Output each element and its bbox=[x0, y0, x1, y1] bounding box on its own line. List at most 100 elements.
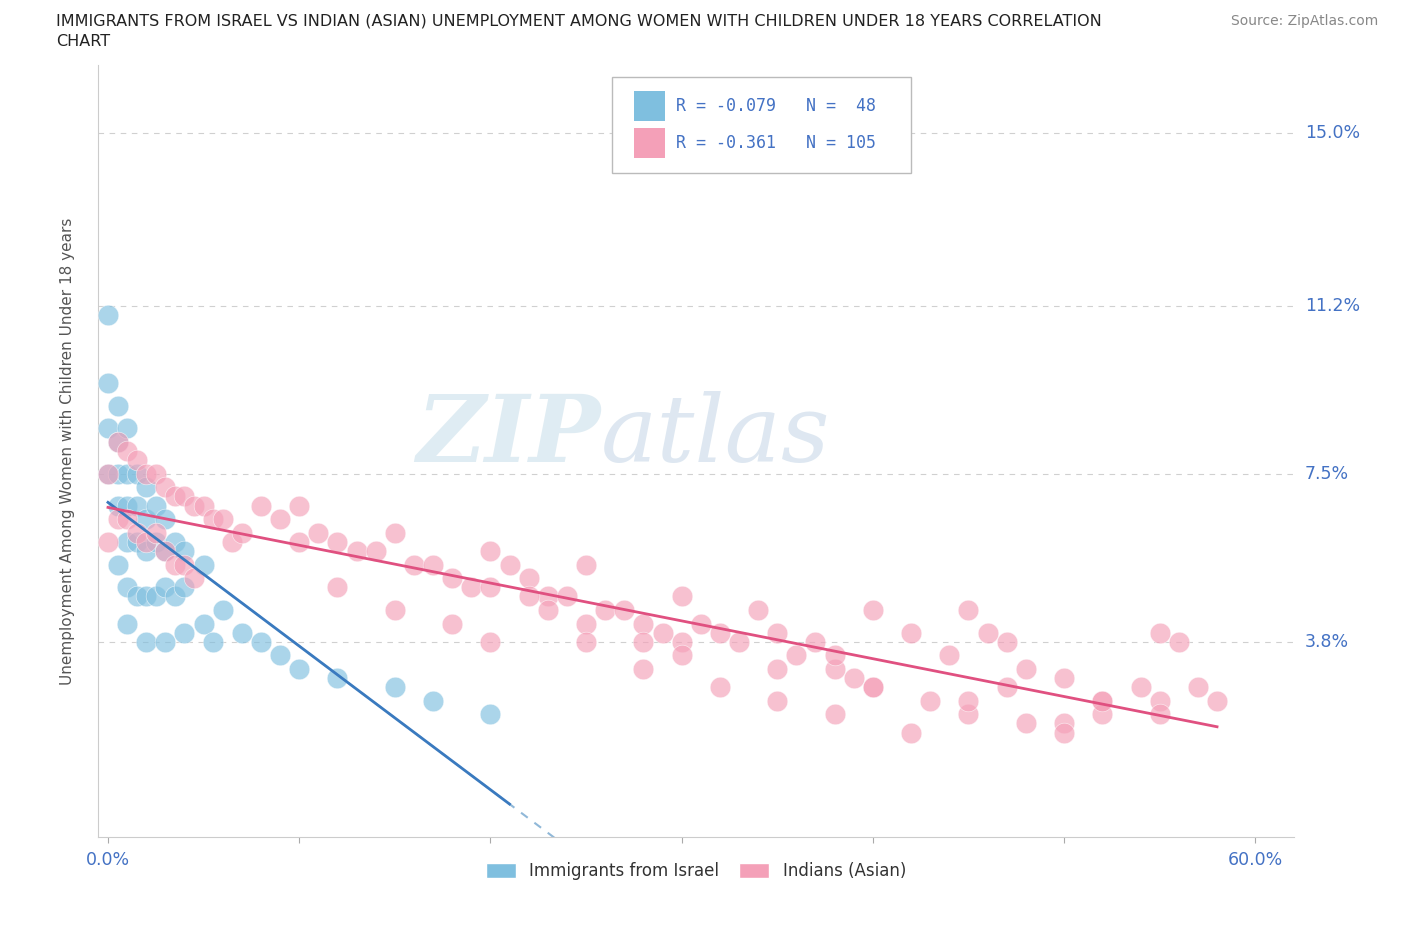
Point bbox=[766, 694, 789, 709]
Point bbox=[145, 466, 167, 481]
Point bbox=[269, 648, 291, 663]
Point bbox=[250, 634, 273, 649]
Point bbox=[709, 680, 731, 695]
Point bbox=[155, 543, 177, 558]
Point bbox=[651, 625, 673, 640]
Point bbox=[842, 671, 865, 685]
Point bbox=[173, 543, 195, 558]
Point bbox=[107, 512, 129, 526]
Point bbox=[766, 625, 789, 640]
Point bbox=[173, 625, 195, 640]
Point bbox=[1053, 671, 1076, 685]
Point bbox=[115, 498, 138, 513]
Point bbox=[384, 525, 406, 540]
Point bbox=[202, 634, 225, 649]
Point bbox=[498, 557, 520, 572]
Text: 60.0%: 60.0% bbox=[1227, 851, 1282, 869]
Point bbox=[173, 557, 195, 572]
Text: ZIP: ZIP bbox=[416, 391, 600, 481]
Point bbox=[671, 634, 693, 649]
Point bbox=[671, 648, 693, 663]
Point bbox=[155, 579, 177, 594]
Text: 3.8%: 3.8% bbox=[1305, 632, 1348, 651]
Point bbox=[785, 648, 807, 663]
Point bbox=[555, 589, 578, 604]
Bar bbox=[634, 91, 665, 121]
Point bbox=[163, 557, 186, 572]
Point bbox=[920, 694, 942, 709]
Point bbox=[211, 603, 233, 618]
Point bbox=[862, 603, 884, 618]
FancyBboxPatch shape bbox=[613, 76, 911, 173]
Point bbox=[145, 498, 167, 513]
Point bbox=[957, 707, 980, 722]
Point bbox=[155, 512, 177, 526]
Point bbox=[824, 648, 846, 663]
Point bbox=[402, 557, 425, 572]
Point bbox=[135, 535, 157, 550]
Point bbox=[183, 571, 205, 586]
Point bbox=[766, 661, 789, 676]
Point bbox=[155, 480, 177, 495]
Point bbox=[671, 589, 693, 604]
Point bbox=[97, 466, 120, 481]
Point bbox=[517, 571, 540, 586]
Point bbox=[115, 512, 138, 526]
Point bbox=[193, 498, 215, 513]
Point bbox=[862, 680, 884, 695]
Point bbox=[633, 617, 655, 631]
Point bbox=[689, 617, 711, 631]
Point bbox=[135, 589, 157, 604]
Text: 7.5%: 7.5% bbox=[1305, 465, 1348, 483]
Point bbox=[479, 707, 502, 722]
Point bbox=[163, 589, 186, 604]
Point bbox=[211, 512, 233, 526]
Text: atlas: atlas bbox=[600, 391, 830, 481]
Point bbox=[155, 543, 177, 558]
Point bbox=[575, 617, 598, 631]
Point bbox=[125, 466, 148, 481]
Point bbox=[135, 512, 157, 526]
Point bbox=[957, 694, 980, 709]
Point bbox=[145, 525, 167, 540]
Point bbox=[441, 617, 464, 631]
Point bbox=[107, 557, 129, 572]
Point bbox=[575, 557, 598, 572]
Point bbox=[422, 557, 444, 572]
Point bbox=[900, 625, 922, 640]
Point bbox=[202, 512, 225, 526]
Point bbox=[326, 671, 349, 685]
Point bbox=[288, 661, 311, 676]
Point bbox=[593, 603, 616, 618]
Text: IMMIGRANTS FROM ISRAEL VS INDIAN (ASIAN) UNEMPLOYMENT AMONG WOMEN WITH CHILDREN : IMMIGRANTS FROM ISRAEL VS INDIAN (ASIAN)… bbox=[56, 14, 1102, 29]
Point bbox=[1206, 694, 1229, 709]
Y-axis label: Unemployment Among Women with Children Under 18 years: Unemployment Among Women with Children U… bbox=[60, 218, 75, 684]
Point bbox=[231, 625, 253, 640]
Point bbox=[231, 525, 253, 540]
Point bbox=[537, 603, 560, 618]
Point bbox=[115, 617, 138, 631]
Point bbox=[221, 535, 243, 550]
Point bbox=[135, 466, 157, 481]
Point bbox=[364, 543, 387, 558]
Point bbox=[938, 648, 960, 663]
Point bbox=[107, 498, 129, 513]
Text: 15.0%: 15.0% bbox=[1305, 125, 1360, 142]
Point bbox=[125, 453, 148, 468]
Point bbox=[995, 680, 1018, 695]
Point bbox=[269, 512, 291, 526]
Point bbox=[479, 579, 502, 594]
Point bbox=[1053, 716, 1076, 731]
Point bbox=[537, 589, 560, 604]
Point bbox=[115, 579, 138, 594]
Point bbox=[173, 579, 195, 594]
Point bbox=[155, 634, 177, 649]
Point bbox=[976, 625, 998, 640]
Point bbox=[1129, 680, 1152, 695]
Point bbox=[1167, 634, 1189, 649]
Point bbox=[709, 625, 731, 640]
Point bbox=[193, 617, 215, 631]
Point bbox=[900, 725, 922, 740]
Point bbox=[479, 543, 502, 558]
Point bbox=[288, 535, 311, 550]
